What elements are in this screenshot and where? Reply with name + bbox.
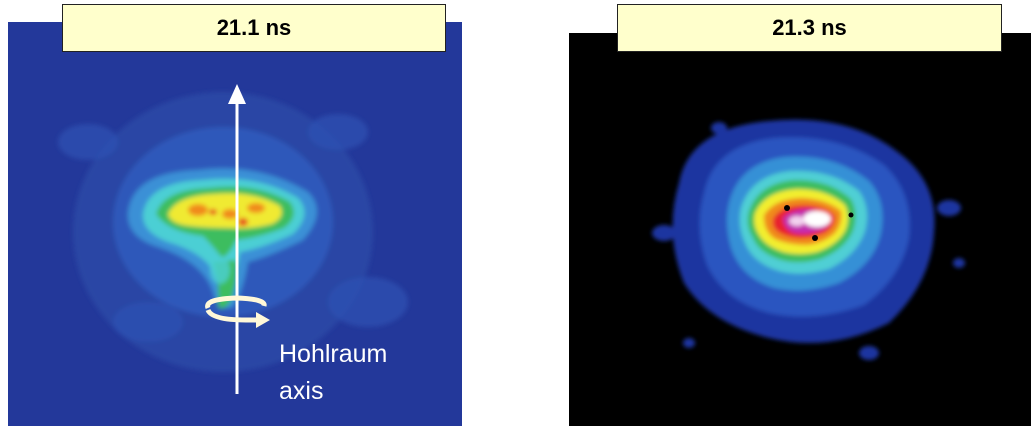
rotation-ring-bottom (205, 308, 260, 323)
annotation-axis: axis (279, 377, 324, 405)
annotation-hohlraum: Hohlraum (279, 340, 388, 368)
rotation-arrow-head (256, 312, 270, 328)
time-label-right: 21.3 ns (617, 4, 1002, 52)
image-panel-right (569, 33, 1031, 426)
rotation-ring-top (205, 295, 267, 310)
time-label-left: 21.1 ns (62, 4, 446, 52)
axis-arrow-head (228, 84, 246, 104)
image-panel-left (8, 22, 462, 426)
xray-image-right (652, 119, 965, 360)
xray-image-left (58, 84, 408, 394)
